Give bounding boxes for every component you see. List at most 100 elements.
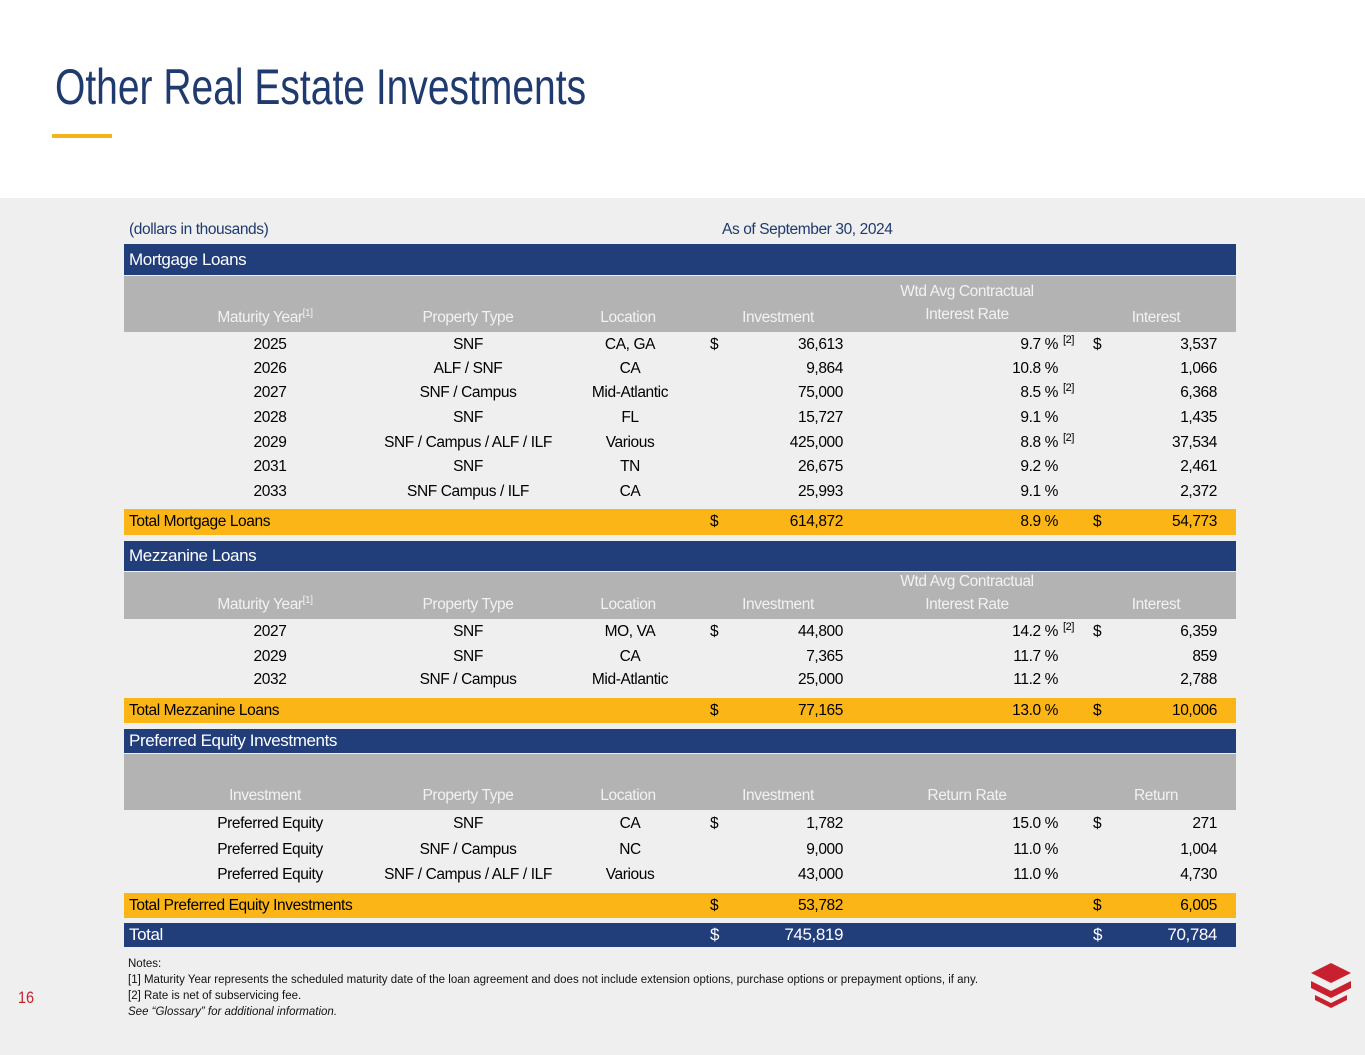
footnote-ref: [2] bbox=[1063, 432, 1075, 444]
cell: CA, GA bbox=[604, 336, 656, 353]
total-band bbox=[124, 509, 1236, 535]
column-header: Location bbox=[600, 786, 656, 806]
notes-heading: Notes: bbox=[128, 958, 162, 970]
cell: 2027 bbox=[253, 623, 287, 640]
cell: 6,368 bbox=[1180, 384, 1217, 401]
currency-sign: $ bbox=[1093, 701, 1102, 719]
column-header: Return bbox=[1133, 786, 1179, 806]
cell: 53,782 bbox=[797, 896, 843, 914]
cell: SNF Campus / ILF bbox=[407, 483, 529, 500]
grand-total-band bbox=[124, 923, 1236, 947]
cell: 10,006 bbox=[1171, 701, 1217, 719]
column-label: Property Type bbox=[422, 309, 514, 326]
cell: 9.2 % bbox=[1020, 458, 1058, 475]
column-label: Location bbox=[600, 787, 656, 804]
column-header-band bbox=[124, 572, 1236, 619]
currency-sign: $ bbox=[710, 701, 719, 719]
cell: 70,784 bbox=[1167, 925, 1217, 944]
note: [1] Maturity Year represents the schedul… bbox=[128, 974, 979, 986]
cell: NC bbox=[619, 841, 641, 858]
section-header bbox=[124, 244, 1236, 275]
cell: CA bbox=[619, 648, 641, 665]
footnote-ref: [1] bbox=[302, 308, 313, 319]
total-label: Total bbox=[129, 925, 163, 944]
column-header: Interest Rate bbox=[925, 306, 1009, 323]
column-header: Investment bbox=[229, 786, 301, 806]
column-header-band bbox=[124, 276, 1236, 332]
cell: CA bbox=[619, 815, 641, 832]
column-label: Investment bbox=[229, 787, 301, 804]
currency-sign: $ bbox=[1093, 925, 1103, 944]
footnote-ref: [1] bbox=[302, 595, 313, 606]
cell: Preferred Equity bbox=[217, 866, 323, 883]
cell: 1,782 bbox=[806, 815, 843, 832]
column-label: Property Type bbox=[422, 596, 514, 613]
footnote-ref: [2] bbox=[1063, 621, 1075, 633]
column-header: Investment bbox=[742, 595, 814, 615]
cell: SNF bbox=[453, 336, 483, 353]
cell: 1,435 bbox=[1180, 409, 1217, 426]
cell: 37,534 bbox=[1171, 434, 1217, 451]
cell: 36,613 bbox=[797, 336, 843, 353]
cell: 75,000 bbox=[797, 384, 843, 401]
column-header: Investment bbox=[742, 786, 814, 806]
column-label: Location bbox=[600, 596, 656, 613]
section-header bbox=[124, 541, 1236, 571]
section-title: Preferred Equity Investments bbox=[129, 731, 338, 750]
column-label: Property Type bbox=[422, 787, 514, 804]
logo bbox=[1311, 963, 1351, 1008]
column-header: Interest Rate bbox=[925, 596, 1009, 613]
column-header: Wtd Avg Contractual bbox=[900, 283, 1034, 300]
column-label: Return Rate bbox=[927, 787, 1007, 804]
cell: 2029 bbox=[253, 648, 287, 665]
footnote-ref: [2] bbox=[1063, 334, 1075, 346]
as-of-date: As of September 30, 2024 bbox=[722, 221, 893, 238]
cell: SNF bbox=[453, 458, 483, 475]
cell: SNF / Campus / ALF / ILF bbox=[384, 434, 552, 451]
cell: 4,730 bbox=[1180, 866, 1217, 883]
cell: 11.7 % bbox=[1013, 648, 1058, 665]
cell: 10.8 % bbox=[1012, 360, 1058, 377]
cell: 25,000 bbox=[797, 671, 843, 688]
column-label: Maturity Year bbox=[217, 596, 303, 613]
units-note: (dollars in thousands) bbox=[129, 221, 269, 238]
section-title: Mezzanine Loans bbox=[129, 546, 257, 565]
cell: SNF bbox=[453, 409, 483, 426]
currency-sign: $ bbox=[710, 925, 720, 944]
cell: SNF / Campus bbox=[419, 384, 517, 401]
cell: 2,461 bbox=[1180, 458, 1217, 475]
column-header: Location bbox=[600, 595, 656, 615]
cell: 859 bbox=[1192, 648, 1217, 665]
column-label: Interest bbox=[1131, 596, 1181, 613]
cell: 44,800 bbox=[797, 623, 843, 640]
total-label: Total Preferred Equity Investments bbox=[129, 896, 353, 914]
currency-sign: $ bbox=[710, 623, 719, 640]
currency-sign: $ bbox=[1093, 896, 1102, 914]
currency-sign: $ bbox=[710, 513, 719, 530]
cell: 43,000 bbox=[797, 866, 843, 883]
cell: 7,365 bbox=[806, 648, 843, 665]
cell: Various bbox=[605, 866, 655, 883]
cell: SNF / Campus / ALF / ILF bbox=[384, 866, 552, 883]
cell: 2025 bbox=[253, 336, 287, 353]
cell: 6,005 bbox=[1180, 896, 1217, 914]
cell: 745,819 bbox=[784, 925, 843, 944]
cell: Mid-Atlantic bbox=[591, 384, 669, 401]
footnote-ref: [2] bbox=[1063, 382, 1075, 394]
cell: 8.5 % bbox=[1020, 384, 1058, 401]
currency-sign: $ bbox=[710, 815, 719, 832]
cell: 13.0 % bbox=[1012, 701, 1058, 719]
note: See “Glossary” for additional informatio… bbox=[128, 1006, 338, 1018]
title-underline bbox=[52, 134, 112, 138]
section-header bbox=[124, 729, 1236, 753]
column-label: Location bbox=[600, 309, 656, 326]
cell: 2,788 bbox=[1180, 671, 1217, 688]
column-label: Return bbox=[1133, 787, 1179, 804]
cell: CA bbox=[619, 360, 641, 377]
column-header: Interest bbox=[1132, 595, 1181, 615]
cell: 9.7 % bbox=[1020, 336, 1058, 353]
column-label: Investment bbox=[742, 787, 814, 804]
cell: ALF / SNF bbox=[433, 360, 503, 377]
cell: 9,864 bbox=[806, 360, 843, 377]
cell: SNF bbox=[453, 815, 483, 832]
